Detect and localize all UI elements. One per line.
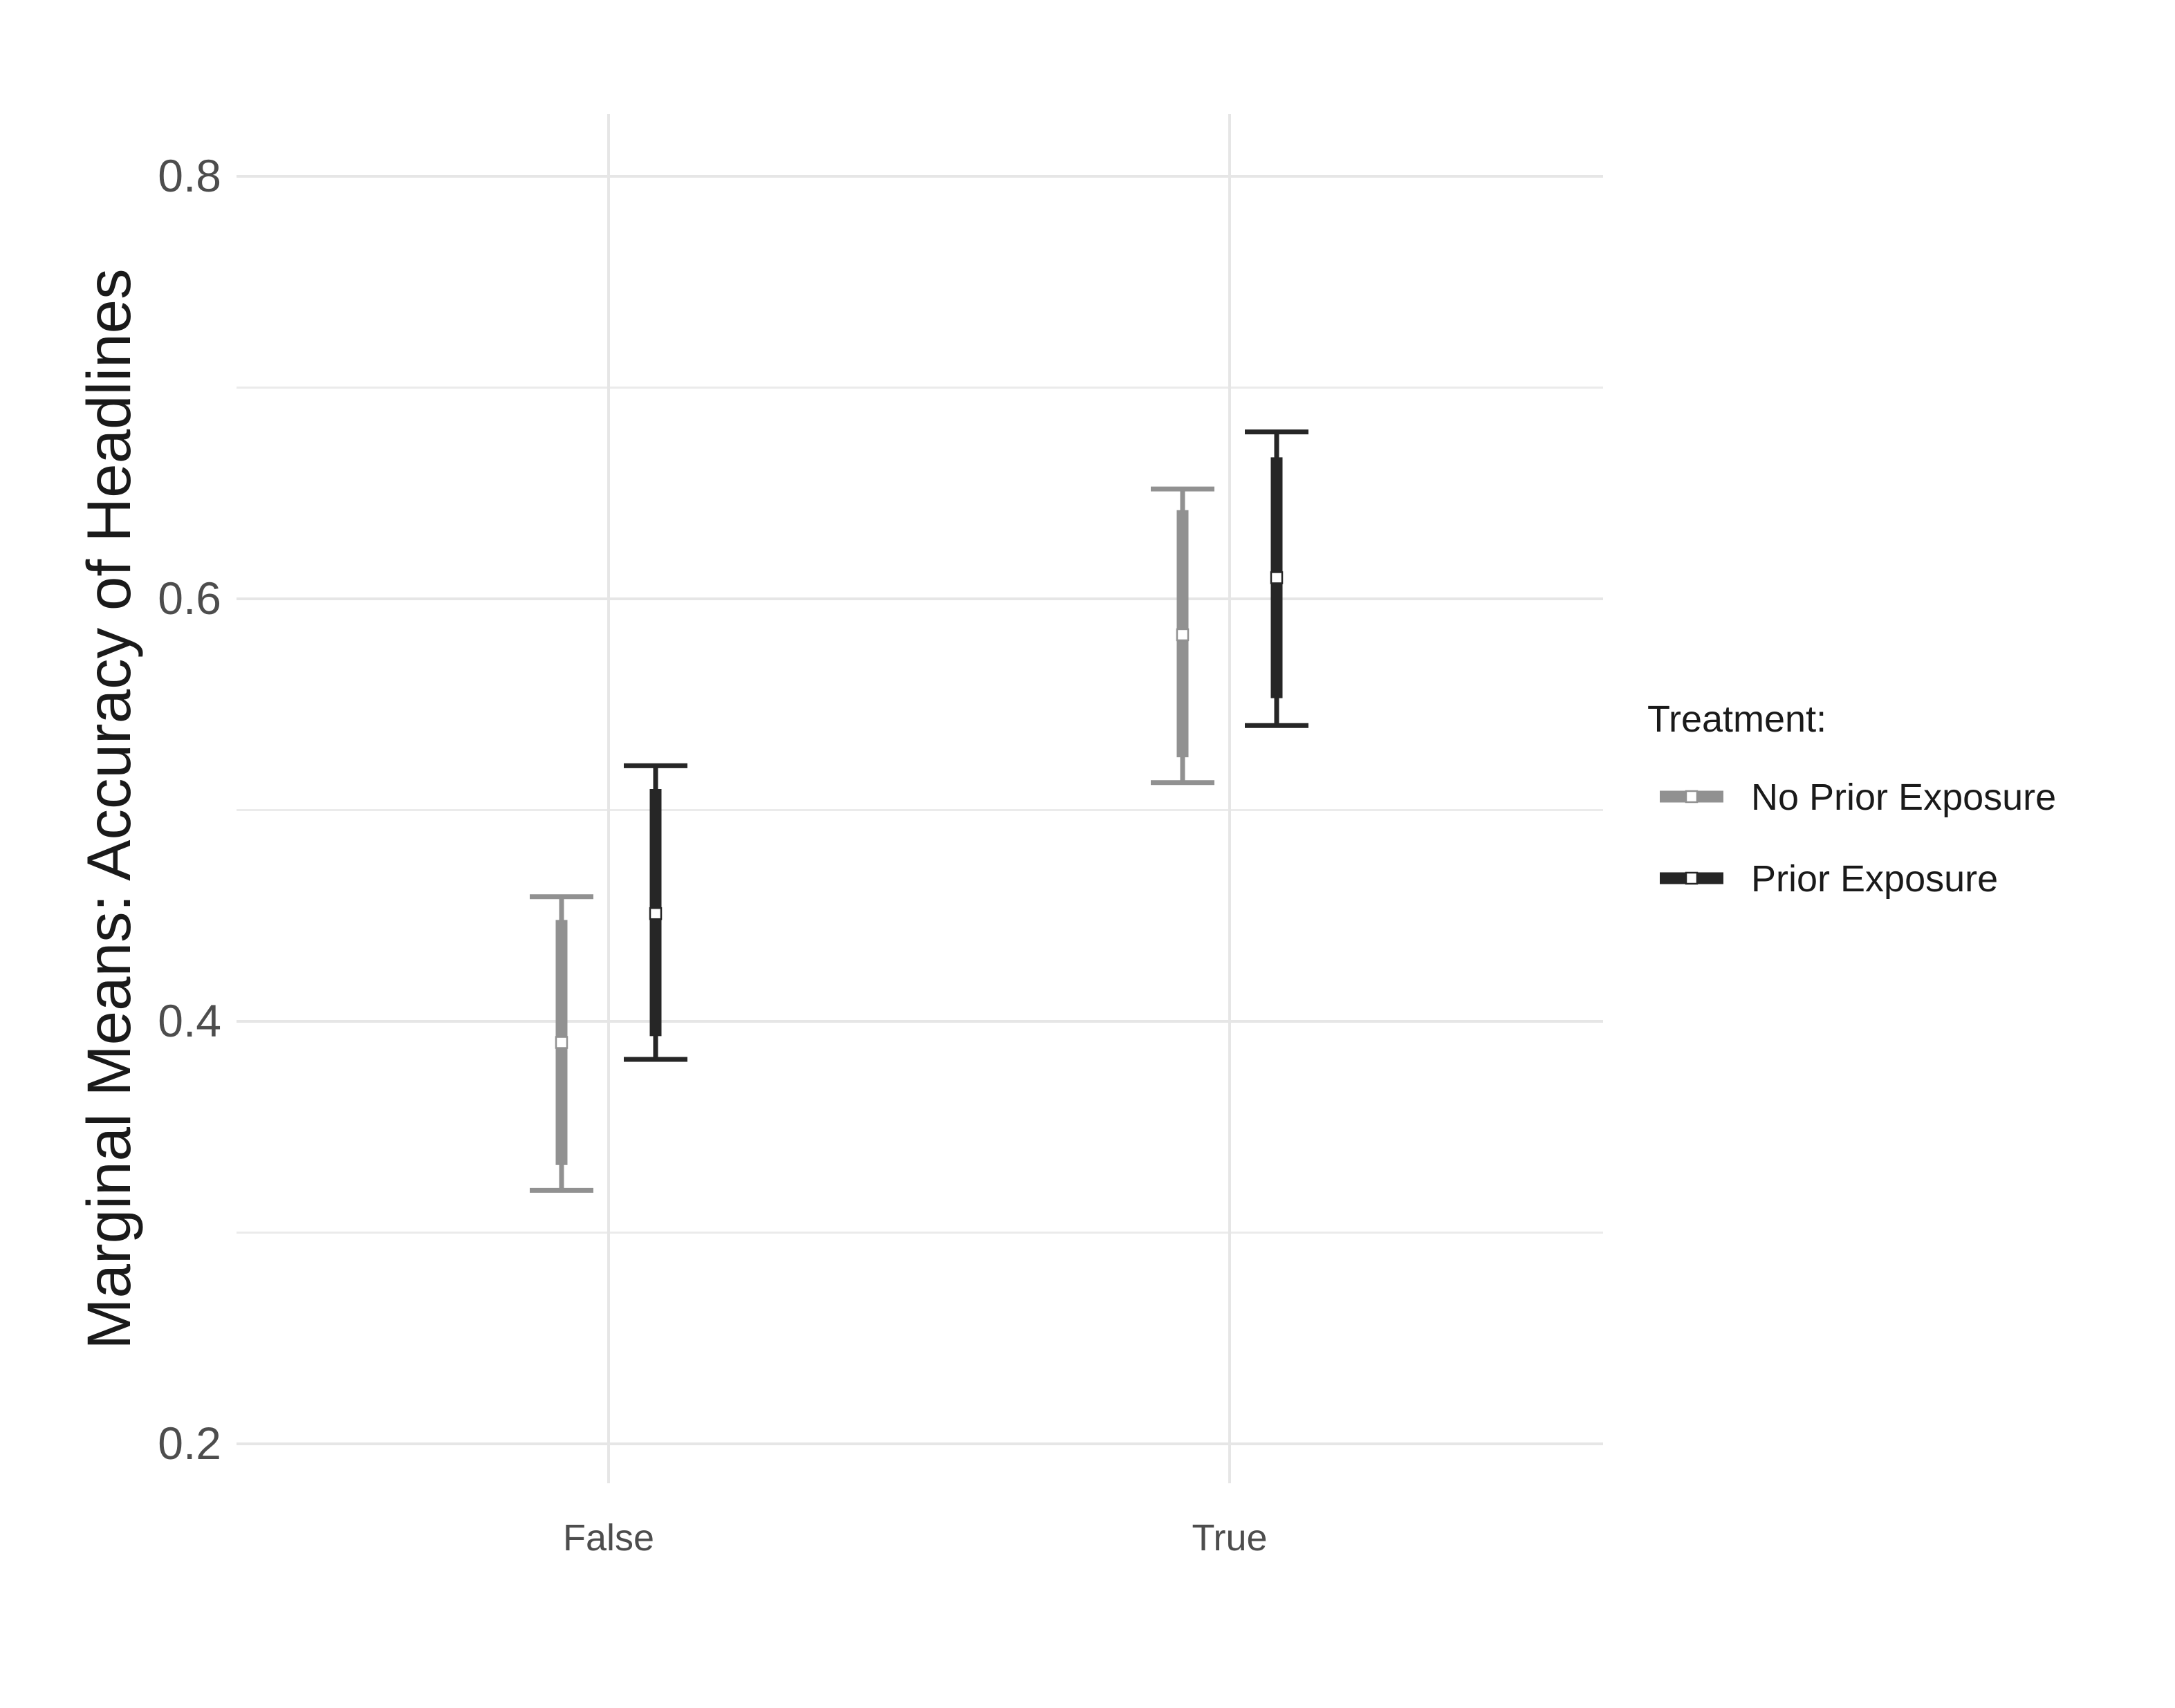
legend-item: No Prior Exposure [1660, 777, 2056, 818]
legend-label: No Prior Exposure [1751, 777, 2056, 818]
legend-item: Prior Exposure [1660, 858, 1998, 900]
legend-key-point [1685, 871, 1699, 885]
legend-title: Treatment: [1647, 698, 1826, 740]
legend-items: No Prior Exposure Prior Exposure [1660, 777, 2056, 900]
errorbar-prior-exposure-false [624, 763, 687, 1062]
point-estimate [1176, 628, 1190, 642]
error-bars [530, 429, 1308, 1193]
x-tick-label: True [1192, 1517, 1267, 1559]
x-tick-label: False [563, 1517, 654, 1559]
legend-label: Prior Exposure [1751, 858, 1998, 900]
point-estimate [555, 1036, 568, 1049]
y-axis-tick-labels: 0.2 0.4 0.6 0.8 [158, 150, 221, 1469]
y-tick-label: 0.6 [158, 573, 221, 624]
errorbar-prior-exposure-true [1245, 429, 1308, 728]
point-estimate [1270, 571, 1284, 584]
errorbar-no-prior-exposure-false [530, 894, 593, 1193]
y-tick-label: 0.4 [158, 995, 221, 1046]
y-tick-label: 0.2 [158, 1418, 221, 1469]
errorbar-no-prior-exposure-true [1151, 486, 1214, 786]
y-tick-label: 0.8 [158, 150, 221, 201]
point-estimate [649, 907, 663, 920]
grid-lines [237, 114, 1603, 1483]
x-axis-tick-labels: False True [563, 1517, 1268, 1559]
legend-key-point [1685, 790, 1699, 804]
y-axis-label: Marginal Means: Accuracy of Headlines [74, 268, 143, 1349]
legend: Treatment: No Prior Exposure Prior Exposu… [1647, 698, 2056, 900]
